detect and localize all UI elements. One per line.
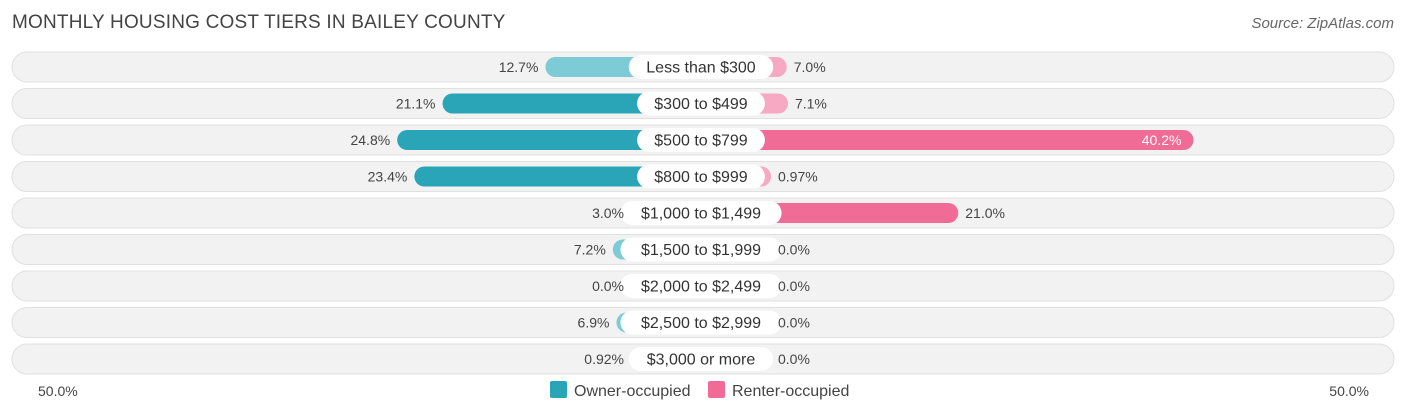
renter-value-label: 0.0% xyxy=(778,278,810,294)
category-pill xyxy=(620,237,782,262)
renter-bar xyxy=(701,130,1194,150)
category-pill xyxy=(620,201,782,225)
owner-value-label: 0.92% xyxy=(584,351,624,367)
category-pill xyxy=(637,128,765,152)
category-pill xyxy=(637,91,765,116)
chart-title: MONTHLY HOUSING COST TIERS IN BAILEY COU… xyxy=(12,12,506,33)
owner-value-label: 6.9% xyxy=(578,315,610,331)
category-label: Less than $300 xyxy=(646,60,756,77)
legend-owner-label: Owner-occupied xyxy=(574,383,691,400)
renter-value-label: 0.0% xyxy=(778,351,810,367)
chart-row: Less than $300 12.7% 7.0% xyxy=(11,51,1395,83)
renter-value-label: 0.97% xyxy=(778,169,818,185)
category-label: $800 to $999 xyxy=(654,169,748,186)
axis-max-label: 50.0% xyxy=(1329,383,1369,399)
chart-legend: Owner-occupied Renter-occupied xyxy=(550,381,849,400)
chart-row: $1,500 to $1,999 7.2% 0.0% xyxy=(11,234,1395,265)
legend-renter-label: Renter-occupied xyxy=(732,383,849,400)
renter-value-label: 0.0% xyxy=(778,315,810,331)
renter-value-label: 0.0% xyxy=(778,242,810,258)
owner-value-label: 12.7% xyxy=(499,59,539,75)
renter-value-label: 40.2% xyxy=(1142,132,1182,148)
category-pill xyxy=(628,55,774,79)
chart-row: $3,000 or more 0.92% 0.0% xyxy=(11,343,1395,375)
category-pill xyxy=(628,347,774,371)
category-label: $1,000 to $1,499 xyxy=(641,206,761,223)
category-label: $1,500 to $1,999 xyxy=(641,242,761,259)
legend-renter-swatch xyxy=(708,381,725,398)
renter-value-label: 21.0% xyxy=(965,205,1005,221)
chart-row: $300 to $499 21.1% 7.1% xyxy=(11,88,1395,119)
owner-value-label: 3.0% xyxy=(592,205,624,221)
category-label: $500 to $799 xyxy=(654,133,748,150)
owner-value-label: 23.4% xyxy=(368,169,408,185)
axis-min-label: 50.0% xyxy=(38,383,78,399)
owner-bar xyxy=(442,93,701,114)
chart-row: $2,000 to $2,499 0.0% 0.0% xyxy=(11,270,1395,302)
chart-row: $2,500 to $2,999 6.9% 0.0% xyxy=(11,307,1395,338)
category-label: $2,500 to $2,999 xyxy=(641,315,761,332)
owner-value-label: 7.2% xyxy=(574,242,606,258)
chart-row: $500 to $799 24.8% 40.2% xyxy=(11,124,1395,156)
renter-value-label: 7.0% xyxy=(794,59,826,75)
chart-axis: 50.0% 50.0% xyxy=(38,383,1369,399)
category-pill xyxy=(637,164,765,189)
category-pill xyxy=(620,274,782,298)
owner-bar xyxy=(414,166,701,187)
owner-value-label: 24.8% xyxy=(350,132,390,148)
legend-owner-swatch xyxy=(550,381,567,398)
chart-rows: Less than $300 12.7% 7.0% $300 to $499 21.1%… xyxy=(11,51,1395,375)
owner-value-label: 21.1% xyxy=(396,96,436,112)
source-note: Source: ZipAtlas.com xyxy=(1251,15,1394,32)
category-label: $3,000 or more xyxy=(647,352,756,369)
renter-value-label: 7.1% xyxy=(795,96,827,112)
owner-bar xyxy=(397,130,701,150)
chart-row: $1,000 to $1,499 3.0% 21.0% xyxy=(11,197,1395,229)
category-pill xyxy=(620,310,782,335)
category-label: $2,000 to $2,499 xyxy=(641,279,761,296)
category-label: $300 to $499 xyxy=(654,96,748,113)
owner-value-label: 0.0% xyxy=(592,278,624,294)
chart-row: $800 to $999 23.4% 0.97% xyxy=(11,161,1395,192)
